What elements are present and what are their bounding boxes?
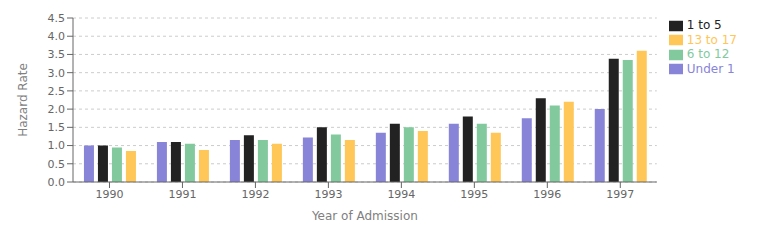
svg-text:0.5: 0.5 <box>48 158 66 171</box>
svg-text:2.0: 2.0 <box>48 103 66 116</box>
svg-text:1990: 1990 <box>95 188 123 201</box>
svg-text:Year of Admission: Year of Admission <box>311 209 418 223</box>
svg-text:3.0: 3.0 <box>48 67 66 80</box>
svg-text:4.0: 4.0 <box>48 30 66 43</box>
svg-text:1994: 1994 <box>387 188 415 201</box>
svg-text:1.5: 1.5 <box>48 121 66 134</box>
html-text:13 to 17: 13 to 17 <box>686 32 737 47</box>
svg-text:1995: 1995 <box>460 188 488 201</box>
html-text:6 to 12: 6 to 12 <box>686 47 730 61</box>
svg-text:1993: 1993 <box>314 188 342 201</box>
svg-text:1996: 1996 <box>533 188 561 201</box>
svg-text:2.5: 2.5 <box>48 85 66 98</box>
svg-text:Hazard Rate: Hazard Rate <box>16 63 30 137</box>
svg-text:0.0: 0.0 <box>48 176 66 189</box>
svg-text:1992: 1992 <box>241 188 269 201</box>
svg-text:1991: 1991 <box>168 188 196 201</box>
svg-text:3.5: 3.5 <box>48 48 66 61</box>
svg-text:1997: 1997 <box>606 188 634 201</box>
html-text:Under 1: Under 1 <box>686 61 735 76</box>
svg-text:1.0: 1.0 <box>48 139 66 152</box>
html-text:1 to 5: 1 to 5 <box>686 18 722 32</box>
svg-text:4.5: 4.5 <box>48 12 66 25</box>
